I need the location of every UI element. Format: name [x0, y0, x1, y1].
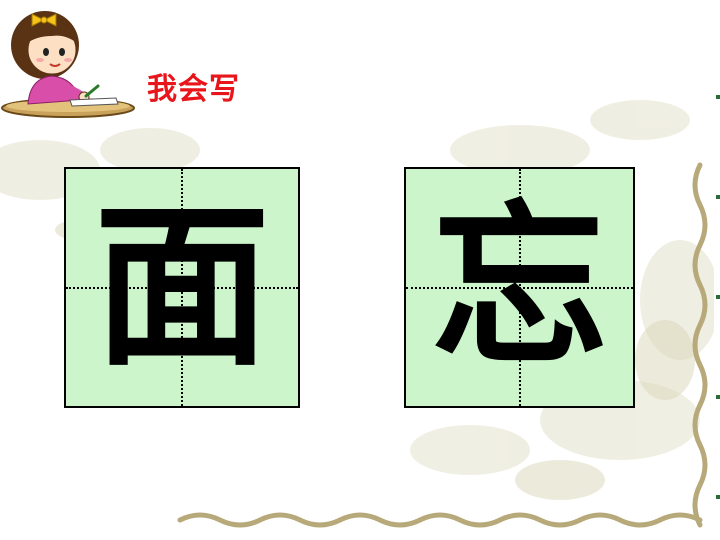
- grid-character-1: 面: [93, 184, 270, 390]
- writing-grid-box-2: 忘: [404, 167, 635, 408]
- grid-horizontal-guide: [66, 286, 298, 289]
- grid-character-2: 忘: [431, 184, 608, 390]
- grid-horizontal-guide: [406, 286, 633, 289]
- girl-writing-illustration: [0, 0, 140, 122]
- page-heading: 我会写: [147, 72, 240, 107]
- writing-grid-box-1: 面: [64, 167, 300, 408]
